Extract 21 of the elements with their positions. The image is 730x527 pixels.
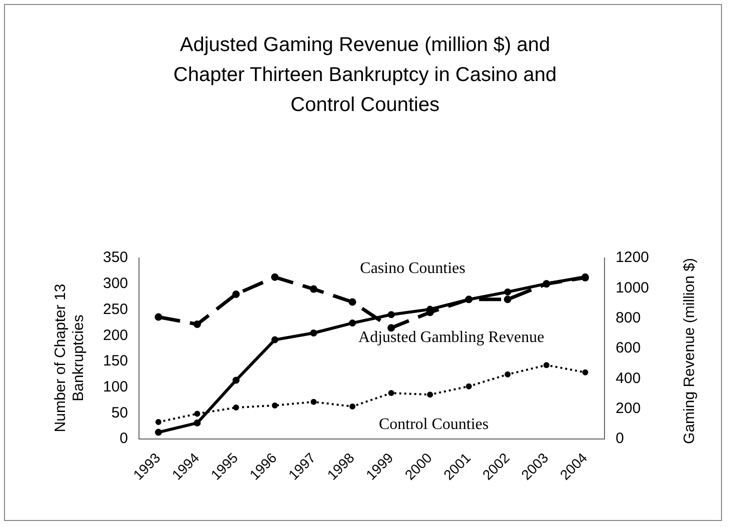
y-tick-label: 150 — [102, 352, 128, 370]
y-tick-label: 300 — [102, 275, 128, 292]
y2-tick-label: 800 — [616, 310, 641, 327]
series-label: Adjusted Gambling Revenue — [358, 329, 544, 348]
y2-tick-label: 600 — [616, 340, 641, 357]
y-tick-label: 50 — [111, 404, 128, 422]
y-tick-label: 200 — [102, 326, 128, 344]
y2-tick-label: 0 — [616, 430, 624, 448]
y2-tick-label: 400 — [616, 370, 641, 387]
y-tick-label: 0 — [120, 430, 128, 448]
y-axis-title: Number of Chapter 13 Bankruptcies — [52, 282, 88, 434]
y2-tick-label: 1200 — [616, 249, 650, 266]
y-tick-label: 250 — [102, 300, 128, 318]
series-label: Control Counties — [378, 416, 489, 434]
y-tick-label: 100 — [102, 378, 128, 396]
y2-axis-title: Gaming Revenue (million $) — [681, 257, 699, 446]
y2-tick-label: 1000 — [616, 279, 650, 296]
y2-tick-label: 200 — [616, 400, 641, 418]
y-tick-label: 350 — [102, 249, 128, 266]
series-label: Casino Counties — [360, 260, 466, 278]
chart-title: Adjusted Gaming Revenue (million $) and Chapter Thirteen Bankruptcy in Casino and Control Counties — [172, 33, 558, 118]
